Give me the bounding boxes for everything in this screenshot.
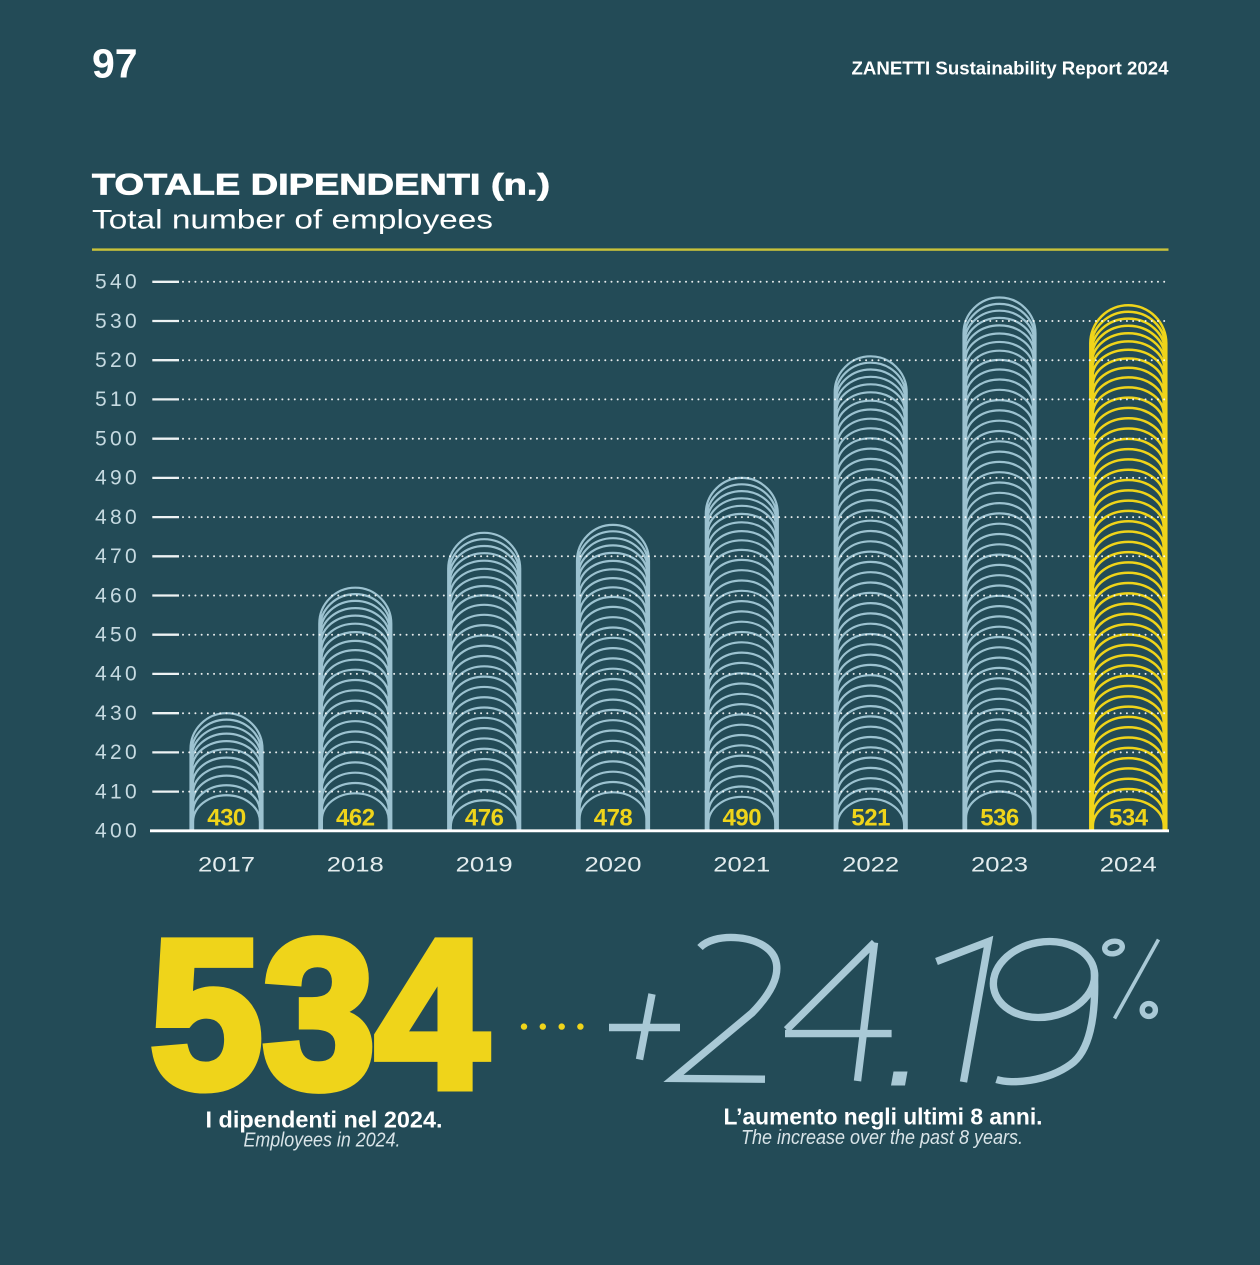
svg-text:2020: 2020 [585, 853, 642, 877]
svg-text:I dipendenti nel 2024.: I dipendenti nel 2024. [206, 1107, 443, 1133]
svg-text:2024: 2024 [1100, 853, 1157, 877]
svg-text:420: 420 [95, 741, 140, 764]
svg-text:534: 534 [1109, 805, 1149, 832]
svg-text:Total number of employees: Total number of employees [92, 205, 493, 235]
svg-text:500: 500 [95, 428, 140, 451]
svg-text:521: 521 [851, 805, 890, 832]
svg-text:ZANETTI Sustainability Report: ZANETTI Sustainability Report 2024 [852, 58, 1170, 79]
svg-text:490: 490 [723, 805, 762, 832]
svg-text:Employees in 2024.: Employees in 2024. [244, 1130, 401, 1152]
svg-text:410: 410 [95, 780, 140, 803]
svg-text:2017: 2017 [198, 853, 255, 877]
svg-text:440: 440 [95, 663, 140, 686]
svg-text:534: 534 [150, 896, 488, 1132]
svg-text:476: 476 [465, 805, 504, 832]
svg-text:520: 520 [95, 349, 140, 372]
svg-text:2023: 2023 [971, 853, 1028, 877]
svg-text:L’aumento negli ultimi 8 anni.: L’aumento negli ultimi 8 anni. [724, 1104, 1043, 1130]
svg-text:2021: 2021 [713, 853, 770, 877]
svg-text:430: 430 [207, 805, 246, 832]
svg-text:470: 470 [95, 545, 140, 568]
svg-text:400: 400 [95, 820, 140, 843]
svg-text:480: 480 [95, 506, 140, 529]
svg-text:490: 490 [95, 467, 140, 490]
svg-text:430: 430 [95, 702, 140, 725]
svg-text:The increase over the past 8 y: The increase over the past 8 years. [741, 1127, 1023, 1149]
svg-text:536: 536 [980, 805, 1019, 832]
svg-text:530: 530 [95, 310, 140, 333]
svg-text:97: 97 [92, 41, 138, 87]
svg-text:2018: 2018 [327, 853, 384, 877]
svg-text:540: 540 [95, 271, 140, 294]
svg-text:2019: 2019 [456, 853, 513, 877]
svg-text:2022: 2022 [842, 853, 899, 877]
svg-text:450: 450 [95, 624, 140, 647]
svg-text:TOTALE DIPENDENTI (n.): TOTALE DIPENDENTI (n.) [92, 169, 550, 202]
svg-text:510: 510 [95, 388, 140, 411]
svg-text:478: 478 [594, 805, 633, 832]
svg-text:462: 462 [336, 805, 375, 832]
svg-text:460: 460 [95, 584, 140, 607]
